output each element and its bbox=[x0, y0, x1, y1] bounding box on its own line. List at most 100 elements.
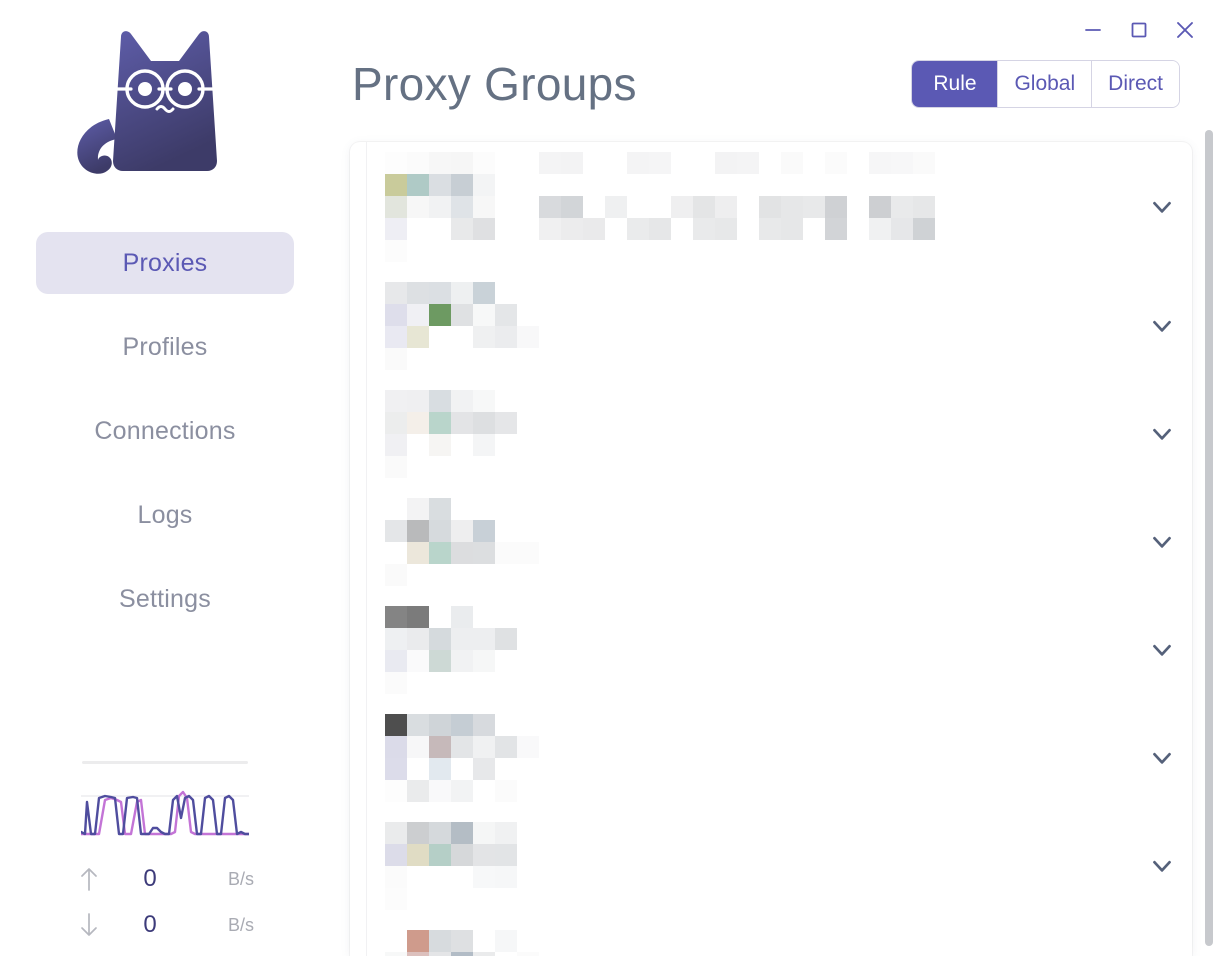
redacted-cell bbox=[539, 650, 561, 672]
redacted-cell bbox=[517, 498, 539, 520]
scrollbar-thumb[interactable] bbox=[1205, 130, 1213, 946]
sidebar-item-settings[interactable]: Settings bbox=[36, 568, 294, 630]
redacted-cell bbox=[517, 456, 539, 478]
chevron-down-icon[interactable] bbox=[1132, 419, 1192, 449]
mode-button-global[interactable]: Global bbox=[998, 61, 1093, 107]
redacted-cell bbox=[869, 218, 891, 240]
redacted-content-block bbox=[385, 282, 1132, 370]
mode-button-rule[interactable]: Rule bbox=[912, 61, 999, 107]
redacted-cell bbox=[539, 218, 561, 240]
redacted-cell bbox=[473, 758, 495, 780]
redacted-cell bbox=[451, 218, 473, 240]
proxy-group-row[interactable] bbox=[366, 380, 1192, 488]
sidebar-item-logs[interactable]: Logs bbox=[36, 484, 294, 546]
sidebar: Proxies Profiles Connections Logs Settin… bbox=[0, 0, 330, 956]
redacted-cell bbox=[825, 152, 847, 174]
redacted-cell bbox=[891, 240, 913, 262]
redacted-cell bbox=[473, 736, 495, 758]
redacted-cell bbox=[495, 714, 517, 736]
chevron-down-icon[interactable] bbox=[1132, 851, 1192, 881]
proxy-group-body bbox=[385, 282, 1132, 370]
sidebar-item-profiles[interactable]: Profiles bbox=[36, 316, 294, 378]
redacted-cell bbox=[935, 218, 957, 240]
chevron-down-icon[interactable] bbox=[1132, 311, 1192, 341]
redacted-cell bbox=[649, 196, 671, 218]
chevron-down-icon[interactable] bbox=[1132, 635, 1192, 665]
arrow-up-icon bbox=[76, 866, 102, 892]
page-header: Proxy Groups Rule Global Direct bbox=[330, 0, 1192, 142]
redacted-cell bbox=[671, 196, 693, 218]
minimize-icon[interactable] bbox=[1070, 7, 1116, 53]
redacted-cell bbox=[869, 152, 891, 174]
vertical-scrollbar[interactable] bbox=[1204, 130, 1214, 946]
redacted-cell bbox=[517, 888, 539, 910]
mode-button-direct[interactable]: Direct bbox=[1092, 61, 1179, 107]
redacted-cell bbox=[825, 218, 847, 240]
proxy-group-body bbox=[385, 606, 1132, 694]
redacted-cell bbox=[495, 952, 517, 956]
redacted-cell bbox=[539, 564, 561, 586]
redacted-cell bbox=[385, 606, 407, 628]
redacted-cell bbox=[495, 174, 517, 196]
chevron-down-icon[interactable] bbox=[1132, 527, 1192, 557]
redacted-cell bbox=[825, 196, 847, 218]
redacted-cell bbox=[737, 174, 759, 196]
redacted-cell bbox=[473, 822, 495, 844]
redacted-cell bbox=[561, 952, 583, 956]
proxy-group-row[interactable] bbox=[366, 704, 1192, 812]
redacted-cell bbox=[385, 780, 407, 802]
redacted-cell bbox=[385, 520, 407, 542]
redacted-cell bbox=[869, 174, 891, 196]
redacted-cell bbox=[561, 780, 583, 802]
proxy-group-row[interactable] bbox=[366, 488, 1192, 596]
redacted-cell bbox=[825, 174, 847, 196]
close-icon[interactable] bbox=[1162, 7, 1208, 53]
redacted-cell bbox=[429, 780, 451, 802]
redacted-cell bbox=[385, 736, 407, 758]
redacted-cell bbox=[517, 218, 539, 240]
redacted-cell bbox=[913, 240, 935, 262]
redacted-cell bbox=[385, 282, 407, 304]
redacted-cell bbox=[847, 152, 869, 174]
redacted-cell bbox=[517, 628, 539, 650]
download-rate-unit: B/s bbox=[227, 914, 254, 935]
maximize-icon[interactable] bbox=[1116, 7, 1162, 53]
redacted-cell bbox=[407, 282, 429, 304]
redacted-cell bbox=[561, 542, 583, 564]
redacted-cell bbox=[429, 822, 451, 844]
redacted-cell bbox=[561, 304, 583, 326]
redacted-cell bbox=[429, 152, 451, 174]
proxy-group-row[interactable] bbox=[366, 272, 1192, 380]
proxy-group-row[interactable] bbox=[366, 596, 1192, 704]
redacted-cell bbox=[583, 174, 605, 196]
redacted-cell bbox=[473, 606, 495, 628]
redacted-cell bbox=[561, 282, 583, 304]
redacted-cell bbox=[473, 412, 495, 434]
redacted-cell bbox=[407, 174, 429, 196]
chevron-down-icon[interactable] bbox=[1132, 192, 1192, 222]
chevron-down-icon[interactable] bbox=[1132, 743, 1192, 773]
redacted-cell bbox=[473, 240, 495, 262]
proxy-group-row[interactable] bbox=[366, 812, 1192, 920]
redacted-cell bbox=[385, 434, 407, 456]
proxy-group-row[interactable] bbox=[366, 920, 1192, 956]
redacted-cell bbox=[539, 174, 561, 196]
redacted-cell bbox=[517, 714, 539, 736]
redacted-cell bbox=[539, 240, 561, 262]
redacted-cell bbox=[429, 390, 451, 412]
sidebar-item-connections[interactable]: Connections bbox=[36, 400, 294, 462]
redacted-cell bbox=[847, 218, 869, 240]
proxy-groups-list[interactable]: DIRECT bbox=[350, 142, 1192, 956]
sidebar-item-proxies[interactable]: Proxies bbox=[36, 232, 294, 294]
redacted-cell bbox=[473, 390, 495, 412]
redacted-cell bbox=[495, 606, 517, 628]
proxy-group-row[interactable] bbox=[366, 142, 1192, 272]
redacted-cell bbox=[803, 218, 825, 240]
redacted-cell bbox=[891, 218, 913, 240]
redacted-content-block bbox=[385, 390, 1132, 478]
redacted-cell bbox=[561, 240, 583, 262]
redacted-cell bbox=[517, 240, 539, 262]
proxy-group-body bbox=[385, 930, 1132, 956]
redacted-cell bbox=[539, 304, 561, 326]
redacted-cell bbox=[539, 348, 561, 370]
